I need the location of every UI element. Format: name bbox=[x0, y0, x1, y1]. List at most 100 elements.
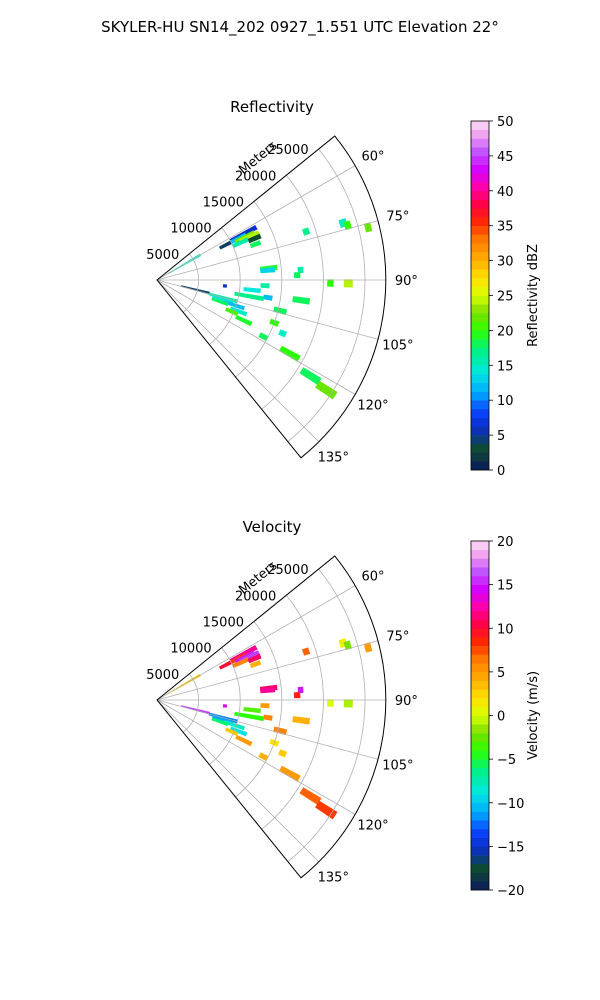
colorbar-segment bbox=[471, 435, 489, 445]
colorbar-segment bbox=[471, 330, 489, 340]
colorbar-segment bbox=[471, 365, 489, 375]
reflectivity-panel: Reflectivity 5000 10000 15000 20000 25000 60… bbox=[146, 98, 541, 479]
echo-gate bbox=[243, 707, 261, 714]
range-tick-label: 10000 bbox=[170, 642, 211, 657]
azimuth-tick-label: 60° bbox=[361, 149, 384, 164]
echo-gate bbox=[263, 714, 273, 721]
echo-gate bbox=[299, 787, 322, 805]
azimuth-spoke bbox=[156, 220, 379, 281]
echo-gate bbox=[249, 240, 262, 249]
azimuth-tick-label: 135° bbox=[318, 450, 349, 465]
echo-gate bbox=[315, 800, 338, 820]
colorbar-segment bbox=[471, 794, 489, 804]
range-ring bbox=[182, 673, 199, 733]
colorbar-segment bbox=[471, 706, 489, 716]
colorbar-segment bbox=[471, 129, 489, 139]
azimuth-spoke bbox=[156, 279, 356, 395]
echo-gate bbox=[327, 279, 334, 287]
azimuth-tick-label: 135° bbox=[318, 870, 349, 885]
colorbar-segment bbox=[471, 155, 489, 165]
colorbar-tick-label: −5 bbox=[497, 753, 516, 768]
colorbar-segment bbox=[471, 541, 489, 551]
colorbar-segment bbox=[471, 374, 489, 384]
reflectivity-colorbar: 0 5 10 15 20 25 30 35 40 45 50 bbox=[470, 115, 514, 479]
azimuth-tick-label: 60° bbox=[361, 569, 384, 584]
colorbar-tick-label: 50 bbox=[497, 115, 514, 130]
colorbar-segment bbox=[471, 549, 489, 559]
colorbar-segment bbox=[471, 321, 489, 331]
colorbar-segment bbox=[471, 593, 489, 603]
echo-gate bbox=[293, 271, 301, 279]
colorbar-segment bbox=[471, 602, 489, 612]
colorbar-segment bbox=[471, 750, 489, 760]
reflectivity-range-ticks: 5000 10000 15000 20000 25000 bbox=[146, 143, 308, 263]
echo-gate bbox=[219, 240, 233, 250]
colorbar-segment bbox=[471, 828, 489, 838]
colorbar-segment bbox=[471, 802, 489, 812]
colorbar-segment bbox=[471, 417, 489, 427]
echo-gate bbox=[247, 653, 262, 664]
echo-gate bbox=[327, 699, 334, 707]
colorbar-tick-label: 40 bbox=[497, 185, 514, 200]
echo-gate bbox=[263, 294, 273, 301]
range-ring bbox=[261, 595, 324, 830]
colorbar-segment bbox=[471, 286, 489, 296]
colorbar-segment bbox=[471, 260, 489, 270]
echo-gate bbox=[292, 296, 311, 305]
colorbar-tick-label: 35 bbox=[497, 220, 514, 235]
colorbar-segment bbox=[471, 295, 489, 305]
colorbar-segment bbox=[471, 164, 489, 174]
colorbar-segment bbox=[471, 846, 489, 856]
colorbar-tick-label: −10 bbox=[497, 797, 524, 812]
colorbar-segment bbox=[471, 138, 489, 148]
velocity-title: Velocity bbox=[243, 518, 302, 536]
echo-gate bbox=[278, 329, 288, 338]
velocity-azimuth-ticks: 60° 75° 90° 105° 120° 135° bbox=[318, 569, 418, 885]
colorbar-segment bbox=[471, 558, 489, 568]
echo-gate bbox=[249, 660, 262, 669]
echo-gate bbox=[297, 686, 304, 694]
colorbar-segment bbox=[471, 855, 489, 865]
colorbar-segment bbox=[471, 724, 489, 734]
colorbar-segment bbox=[471, 584, 489, 594]
colorbar-segment bbox=[471, 610, 489, 620]
echo-gate bbox=[273, 306, 288, 316]
echo-gate bbox=[229, 726, 248, 737]
azimuth-tick-label: 90° bbox=[395, 694, 418, 709]
colorbar-segment bbox=[471, 715, 489, 725]
azimuth-tick-label: 105° bbox=[382, 759, 413, 774]
colorbar-segment bbox=[471, 636, 489, 647]
sector-frame bbox=[156, 135, 387, 459]
reflectivity-grid bbox=[156, 135, 387, 459]
colorbar-segment bbox=[471, 400, 489, 410]
colorbar-segment bbox=[471, 671, 489, 681]
colorbar-segment bbox=[471, 190, 489, 200]
echo-gate bbox=[260, 687, 276, 694]
echo-gate bbox=[211, 717, 229, 727]
colorbar-segment bbox=[471, 881, 489, 891]
colorbar-segment bbox=[471, 732, 489, 742]
colorbar-tick-label: 45 bbox=[497, 150, 514, 165]
colorbar-segment bbox=[471, 199, 489, 209]
velocity-range-ticks: 5000 10000 15000 20000 25000 bbox=[146, 563, 308, 683]
colorbar-segment bbox=[471, 741, 489, 751]
echo-gate bbox=[222, 284, 228, 288]
colorbar-tick-label: 30 bbox=[497, 255, 514, 270]
range-ring bbox=[235, 201, 283, 378]
colorbar-segment bbox=[471, 182, 489, 192]
colorbar-segment bbox=[471, 680, 489, 690]
echo-gate bbox=[302, 227, 311, 236]
azimuth-spoke bbox=[156, 279, 379, 340]
colorbar-segment bbox=[471, 391, 489, 401]
colorbar-segment bbox=[471, 243, 489, 253]
colorbar-segment bbox=[471, 452, 489, 462]
colorbar-tick-label: 0 bbox=[497, 710, 505, 725]
colorbar-tick-label: 20 bbox=[497, 324, 514, 339]
colorbar-segment bbox=[471, 776, 489, 786]
colorbar-segment bbox=[471, 619, 489, 629]
colorbar-segment bbox=[471, 645, 489, 655]
azimuth-spoke bbox=[156, 585, 356, 701]
echo-gate bbox=[260, 703, 270, 709]
range-ring bbox=[287, 568, 366, 862]
